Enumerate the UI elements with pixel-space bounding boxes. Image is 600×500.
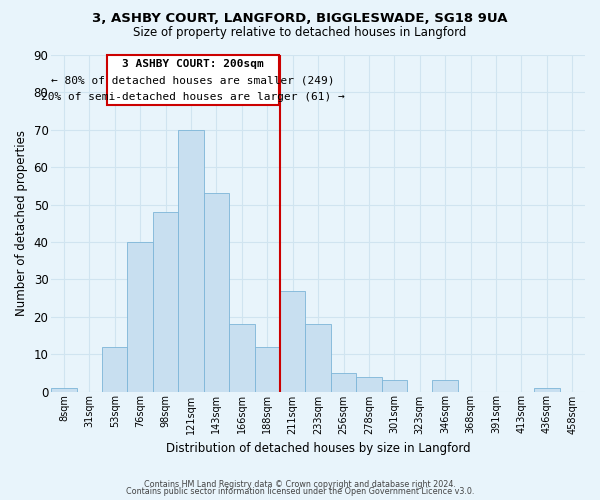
Bar [204, 194, 229, 392]
Text: 20% of semi-detached houses are larger (61) →: 20% of semi-detached houses are larger (… [41, 92, 345, 102]
Bar [356, 376, 382, 392]
Bar [534, 388, 560, 392]
Text: Contains HM Land Registry data © Crown copyright and database right 2024.: Contains HM Land Registry data © Crown c… [144, 480, 456, 489]
Text: 3 ASHBY COURT: 200sqm: 3 ASHBY COURT: 200sqm [122, 60, 264, 70]
Bar [305, 324, 331, 392]
Bar [178, 130, 204, 392]
Text: 3, ASHBY COURT, LANGFORD, BIGGLESWADE, SG18 9UA: 3, ASHBY COURT, LANGFORD, BIGGLESWADE, S… [92, 12, 508, 26]
Bar [382, 380, 407, 392]
FancyBboxPatch shape [107, 55, 279, 106]
Text: Size of property relative to detached houses in Langford: Size of property relative to detached ho… [133, 26, 467, 39]
Bar [280, 290, 305, 392]
Y-axis label: Number of detached properties: Number of detached properties [15, 130, 28, 316]
Bar [254, 346, 280, 392]
Text: ← 80% of detached houses are smaller (249): ← 80% of detached houses are smaller (24… [51, 76, 335, 86]
Bar [433, 380, 458, 392]
Bar [51, 388, 77, 392]
Bar [331, 373, 356, 392]
Bar [229, 324, 254, 392]
X-axis label: Distribution of detached houses by size in Langford: Distribution of detached houses by size … [166, 442, 470, 455]
Bar [127, 242, 153, 392]
Text: Contains public sector information licensed under the Open Government Licence v3: Contains public sector information licen… [126, 487, 474, 496]
Bar [102, 346, 127, 392]
Bar [153, 212, 178, 392]
